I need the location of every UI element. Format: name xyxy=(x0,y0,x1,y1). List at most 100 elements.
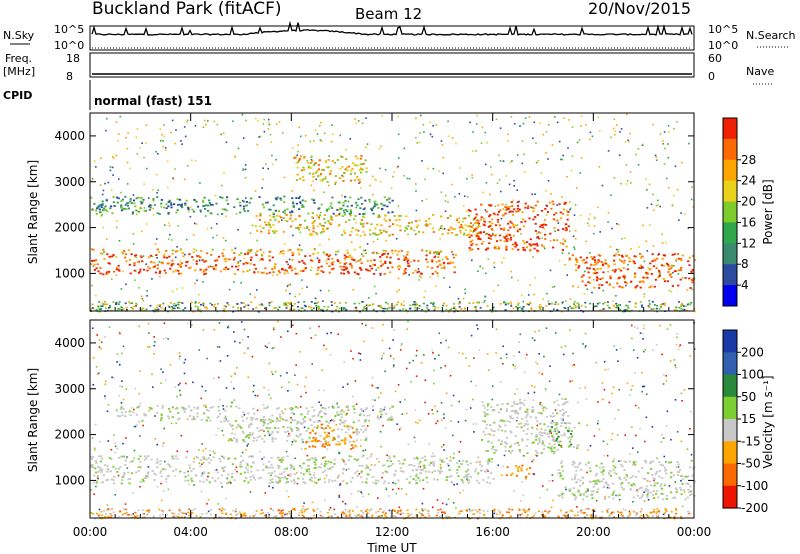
echo-cell xyxy=(223,420,226,423)
echo-cell xyxy=(419,472,422,475)
echo-cell xyxy=(535,438,538,441)
echo-cell xyxy=(233,273,236,275)
echo-cell xyxy=(317,216,320,219)
scatter-cell xyxy=(339,211,341,214)
echo-cell xyxy=(323,218,326,220)
echo-cell xyxy=(347,272,350,274)
scatter-cell xyxy=(298,293,301,295)
echo-cell xyxy=(308,470,311,473)
scatter-cell xyxy=(313,302,316,305)
echo-cell xyxy=(433,455,436,458)
echo-cell xyxy=(191,480,194,482)
clutter-cell xyxy=(261,304,264,306)
scatter-cell xyxy=(213,120,216,123)
echo-cell xyxy=(139,255,142,257)
scatter-cell xyxy=(200,490,203,493)
echo-cell xyxy=(325,262,329,265)
echo-cell xyxy=(274,219,277,221)
scatter-cell xyxy=(390,262,393,264)
scatter-cell xyxy=(356,506,358,508)
echo-cell xyxy=(269,226,272,229)
echo-cell xyxy=(283,195,286,198)
echo-cell xyxy=(416,224,420,227)
echo-cell xyxy=(303,219,307,222)
clutter-cell xyxy=(284,304,287,307)
scatter-cell xyxy=(435,285,437,287)
scatter-cell xyxy=(358,473,360,475)
echo-cell xyxy=(364,420,367,423)
echo-cell xyxy=(207,416,210,419)
echo-cell xyxy=(403,229,407,232)
scatter-cell xyxy=(152,188,154,191)
clutter-cell xyxy=(311,309,313,311)
echo-cell xyxy=(115,408,118,411)
echo-cell xyxy=(412,272,415,274)
echo-cell xyxy=(671,285,674,287)
clutter-cell xyxy=(599,309,602,311)
echo-cell xyxy=(368,269,371,272)
scatter-cell xyxy=(602,289,605,292)
echo-cell xyxy=(229,438,232,441)
echo-cell xyxy=(289,421,293,424)
echo-cell xyxy=(297,477,300,480)
echo-cell xyxy=(439,458,442,461)
clutter-cell xyxy=(412,303,414,306)
echo-cell xyxy=(321,168,324,171)
scatter-cell xyxy=(274,370,277,373)
echo-cell xyxy=(496,213,499,216)
colorbar-tick-label: 8 xyxy=(741,257,749,271)
echo-cell xyxy=(661,477,664,480)
scatter-cell xyxy=(647,267,649,269)
scatter-cell xyxy=(282,412,284,415)
echo-cell xyxy=(469,229,472,232)
scatter-cell xyxy=(301,287,303,290)
clutter-cell xyxy=(447,311,450,313)
scatter-cell xyxy=(668,131,670,133)
echo-cell xyxy=(612,286,615,289)
echo-cell xyxy=(266,422,270,425)
echo-cell xyxy=(180,262,183,265)
scatter-cell xyxy=(554,332,557,334)
echo-cell xyxy=(188,464,191,467)
echo-cell xyxy=(267,432,270,434)
echo-cell xyxy=(487,237,490,239)
echo-cell xyxy=(354,215,357,217)
nsky-tick-top: 10^5 xyxy=(54,23,84,36)
echo-cell xyxy=(523,242,526,244)
scatter-cell xyxy=(424,178,426,181)
echo-cell xyxy=(286,481,289,483)
scatter-cell xyxy=(420,114,422,117)
echo-cell xyxy=(307,427,310,430)
scatter-cell xyxy=(247,347,249,350)
echo-cell xyxy=(104,208,107,211)
scatter-cell xyxy=(167,238,170,240)
echo-cell xyxy=(217,415,220,418)
clutter-cell xyxy=(616,306,619,309)
scatter-cell xyxy=(589,445,592,447)
clutter-cell xyxy=(310,301,313,303)
echo-cell xyxy=(291,197,294,200)
clutter-cell xyxy=(101,302,104,305)
clutter-cell xyxy=(517,302,520,304)
scatter-cell xyxy=(597,401,599,403)
echo-cell xyxy=(98,211,102,213)
scatter-cell xyxy=(464,292,466,295)
scatter-cell xyxy=(95,485,97,488)
scatter-cell xyxy=(463,205,465,207)
clutter-cell xyxy=(507,303,510,305)
echo-cell xyxy=(341,215,344,217)
echo-cell xyxy=(310,167,313,169)
clutter-cell xyxy=(573,301,576,303)
echo-cell xyxy=(320,231,323,234)
echo-cell xyxy=(567,225,570,228)
clutter-cell xyxy=(530,308,533,310)
scatter-cell xyxy=(108,326,111,328)
echo-cell xyxy=(346,270,350,273)
scatter-cell xyxy=(619,347,622,350)
clutter-cell xyxy=(489,309,492,311)
clutter-cell xyxy=(317,307,320,309)
echo-cell xyxy=(628,257,631,260)
scatter-cell xyxy=(611,392,613,395)
scatter-cell xyxy=(147,466,150,468)
scatter-cell xyxy=(469,121,471,124)
